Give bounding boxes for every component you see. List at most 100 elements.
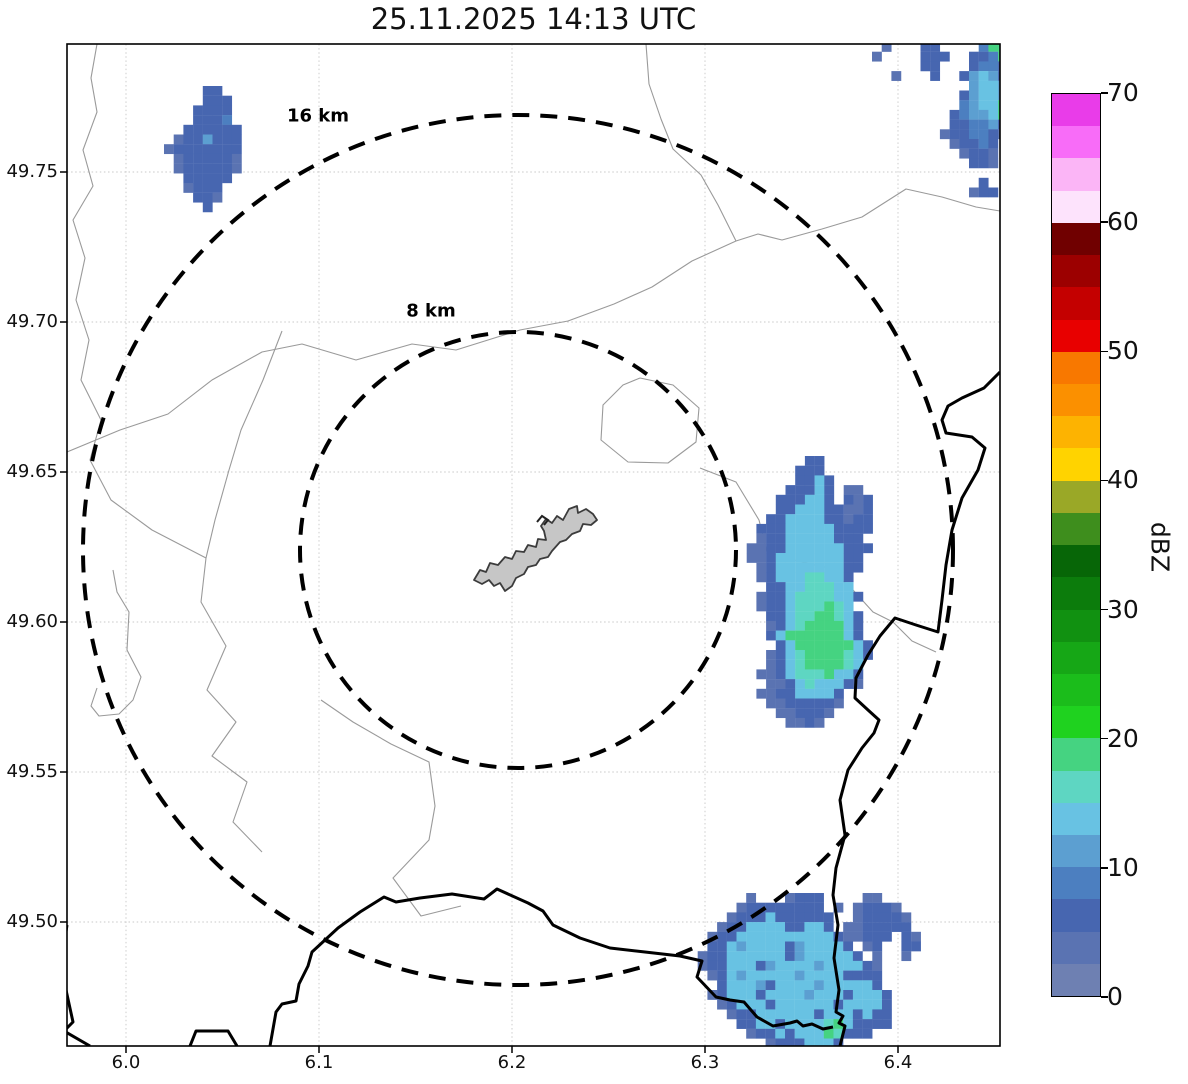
radar-cell (775, 523, 786, 534)
radar-cell (804, 708, 815, 719)
radar-cell (814, 688, 825, 699)
radar-cell (756, 523, 767, 534)
radar-cell (212, 163, 223, 174)
radar-cell (736, 922, 747, 932)
radar-cell (697, 960, 708, 971)
radar-cell (833, 1028, 844, 1039)
colorbar-segment (1052, 255, 1100, 288)
colorbar-segment (1052, 673, 1100, 707)
radar-cell (862, 1019, 873, 1029)
radar-cell (775, 1028, 786, 1039)
radar-cell (212, 105, 223, 116)
radar-cell (969, 51, 979, 62)
radar-cell (765, 941, 776, 952)
radar-cell (794, 980, 805, 991)
radar-cell (872, 999, 883, 1010)
radar-cell (785, 960, 795, 971)
radar-cell (765, 902, 776, 913)
radar-cell (969, 90, 979, 101)
y-tick-label: 49.55 (6, 761, 58, 782)
radar-cell (998, 61, 1000, 72)
radar-cell (794, 951, 805, 962)
colorbar-segment (1052, 835, 1100, 868)
radar-cell (202, 124, 213, 135)
radar-cell (872, 922, 883, 932)
radar-cell (978, 158, 989, 169)
radar-cell (814, 485, 825, 495)
radar-cell (834, 601, 844, 612)
radar-cell (978, 100, 989, 111)
radar-cell (998, 51, 1000, 62)
radar-cell (852, 1019, 863, 1029)
radar-cell (222, 124, 233, 135)
radar-cell (795, 494, 806, 505)
radar-cell (795, 698, 806, 709)
radar-cell (785, 990, 795, 1000)
radar-cell (969, 109, 979, 120)
radar-cell (988, 71, 999, 81)
radar-cell (852, 931, 863, 942)
radar-cell (834, 504, 844, 515)
country-border-path (831, 370, 1000, 1046)
radar-cell (785, 941, 795, 952)
radar-cell (852, 922, 863, 932)
radar-cell (766, 601, 776, 612)
radar-cell (746, 543, 757, 554)
radar-cell (755, 1019, 766, 1029)
radar-cell (920, 44, 931, 52)
radar-cell (804, 679, 815, 689)
colorbar-segment (1052, 609, 1100, 642)
radar-cell (736, 902, 747, 913)
radar-cell (862, 912, 873, 923)
radar-cell (756, 688, 767, 699)
radar-cell (843, 504, 854, 515)
radar-cell (212, 134, 223, 145)
radar-cell (949, 139, 960, 149)
colorbar-tick-mark (1101, 221, 1108, 223)
radar-cell (794, 970, 805, 981)
radar-cell (863, 514, 873, 525)
radar-cell (804, 893, 815, 903)
admin-boundary-path (90, 569, 142, 717)
radar-cell (862, 990, 873, 1000)
radar-cell (795, 591, 806, 602)
radar-cell (843, 659, 854, 670)
radar-cell (795, 523, 806, 534)
radar-cell (183, 173, 194, 184)
city-area-polygon (473, 505, 598, 592)
radar-cell (193, 115, 203, 125)
radar-cell (824, 494, 835, 505)
radar-cell (755, 922, 766, 932)
radar-cell (775, 494, 786, 505)
radar-cell (998, 129, 1000, 140)
radar-cell (853, 543, 864, 554)
radar-cell (814, 456, 825, 466)
radar-cell (814, 514, 825, 525)
colorbar-tick-label: 10 (1107, 852, 1139, 882)
radar-cell (824, 620, 835, 631)
radar-cell (834, 582, 844, 592)
radar-cell (969, 187, 979, 198)
radar-cell (882, 990, 892, 1000)
admin-boundary-path (67, 188, 1000, 453)
radar-cell (785, 999, 795, 1010)
radar-cell (765, 931, 776, 942)
radar-cell (746, 960, 757, 971)
radar-cell (794, 960, 805, 971)
radar-cell (746, 893, 757, 903)
radar-cell (853, 553, 864, 563)
radar-cell (746, 970, 757, 981)
radar-cell (834, 543, 844, 554)
radar-cell (949, 129, 960, 140)
radar-cell (823, 912, 834, 923)
radar-cell (843, 1009, 854, 1020)
radar-cell (231, 124, 242, 135)
radar-cell (804, 562, 815, 573)
radar-cell (804, 990, 815, 1000)
radar-cell (804, 514, 815, 525)
radar-cell (872, 970, 883, 981)
radar-cell (853, 494, 864, 505)
radar-cell (775, 902, 786, 913)
radar-cell (814, 465, 825, 476)
radar-cell (824, 504, 835, 515)
